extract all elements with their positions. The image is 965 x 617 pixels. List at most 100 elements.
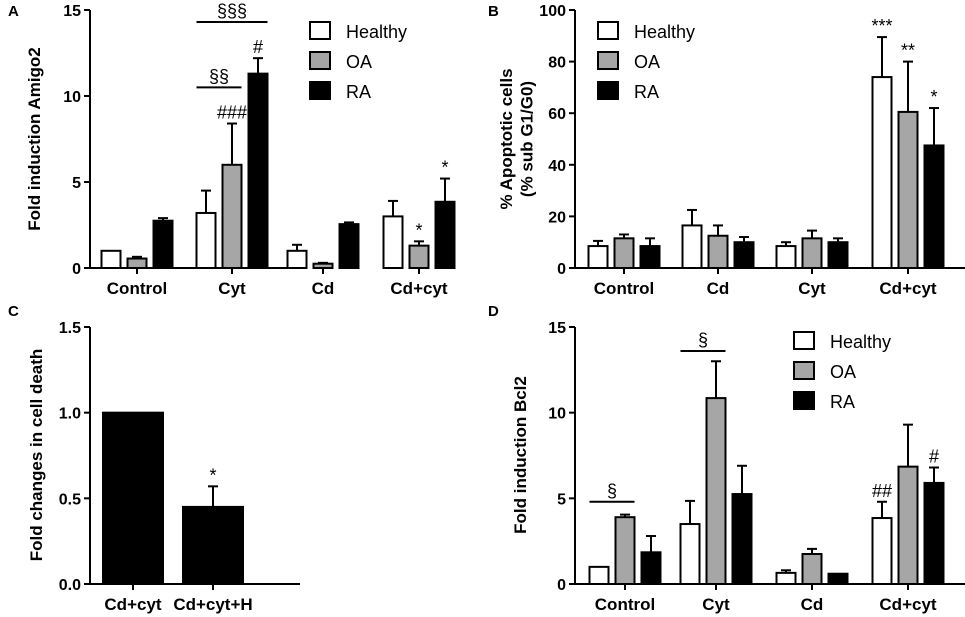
x-tick-label: Cd+cyt [879,279,936,298]
bar-healthy [871,76,893,269]
y-tick-label: 1.0 [59,406,81,423]
panel-letter: D [488,303,499,320]
y-tick-label: 40 [548,158,566,175]
x-tick-label: Cd [801,595,824,614]
bar-healthy [775,245,797,270]
x-tick-label: Cd [312,279,335,298]
bar-healthy [679,523,701,585]
bar-ra [152,219,174,269]
legend-swatch-ra [309,81,331,100]
bar-healthy [871,517,893,586]
y-tick-label: 10 [63,89,81,106]
bar-ra [434,200,456,269]
y-tick-label: 1.5 [59,320,81,337]
significance-bracket-label: § [607,481,617,501]
y-axis-label-line: % Apoptotic cells [497,68,516,209]
x-tick-label: Cyt [702,595,730,614]
panel-C: C 0.0 0.5 1.0 1.5 Fold changes in cell death C… [8,303,300,614]
legend-label-healthy: Healthy [830,332,891,352]
bar [102,411,164,585]
significance-mark: # [253,37,263,57]
panel-D: D 0 5 10 15 Fold induction Bcl2 Control Cyt Cd Cd… [488,303,965,614]
bar-oa [613,237,635,270]
significance-bracket-label: §§§ [217,1,247,21]
significance-bracket-label: §§ [209,66,229,86]
bar-healthy [775,571,797,586]
y-tick-label: 10 [548,406,566,423]
bar-oa [897,110,919,269]
bar-oa [221,163,243,269]
significance-mark: ### [217,103,247,123]
bar-healthy [681,224,703,269]
legend-swatch-healthy [793,331,815,350]
significance-mark: # [929,446,939,466]
x-tick-label: Cd [707,279,730,298]
y-tick-label: 0.0 [59,577,81,594]
legend-label-ra: RA [346,82,371,102]
y-tick-label: 20 [548,209,566,226]
x-tick-label: Control [107,279,167,298]
bar-ra [733,241,755,269]
y-tick-label: 80 [548,55,566,72]
y-axis-label: Fold changes in cell death [27,349,46,562]
x-tick-label: Cd+cyt [390,279,447,298]
bar-oa [312,262,334,270]
y-tick-label: 0 [557,261,566,278]
panel-letter: B [488,3,499,20]
y-tick-label: 0 [557,577,566,594]
legend-swatch-healthy [597,21,619,40]
bar-healthy [382,215,404,269]
bar-ra [923,481,945,585]
bar-oa [614,516,636,585]
x-tick-label: Control [594,279,654,298]
legend-label-healthy: Healthy [634,22,695,42]
bar-oa [705,397,727,585]
bar-ra [338,223,360,269]
x-tick-label: Control [595,595,655,614]
legend-swatch-ra [597,81,619,100]
y-tick-label: 0.5 [59,491,81,508]
bar-oa [801,237,823,270]
x-tick-label: Cd+cyt [879,595,936,614]
bar-oa [897,465,919,585]
bar-healthy [195,211,217,270]
significance-mark: ## [872,481,892,501]
panel-B: B 0 20 40 60 80 100 % Apoptotic cells(% sub G1/… [488,3,965,298]
y-tick-label: 15 [63,3,81,20]
bar-oa [801,553,823,585]
panel-letter: C [8,303,19,320]
y-tick-label: 5 [72,175,81,192]
legend-swatch-oa [793,361,815,380]
significance-mark: * [930,87,937,107]
panel-letter: A [8,3,19,20]
bar-ra [640,551,662,586]
legend-swatch-oa [597,51,619,70]
y-tick-label: 100 [539,3,566,20]
bar-healthy [286,249,308,270]
y-tick-label: 0 [72,261,81,278]
bar-oa [126,257,148,270]
legend-swatch-oa [309,51,331,70]
significance-mark: * [415,220,422,240]
bar-oa [707,234,729,269]
y-axis-label: % Apoptotic cells(% sub G1/G0) [497,68,536,209]
bar-healthy [100,249,122,270]
bar-oa [408,244,430,269]
y-tick-label: 60 [548,106,566,123]
legend-swatch-healthy [309,21,331,40]
legend-label-ra: RA [634,82,659,102]
panel-A: A 0 5 10 15 Fold induction Amigo2 Control Cyt Cd… [8,1,456,298]
bar-ra [827,572,849,585]
legend-swatch-ra [793,391,815,410]
legend-label-oa: OA [830,362,856,382]
y-axis-label-line: (% sub G1/G0) [517,81,536,197]
bar-ra [923,144,945,269]
legend-label-healthy: Healthy [346,22,407,42]
bar [182,505,244,585]
bar-ra [247,72,269,269]
bar-ra [827,241,849,269]
y-tick-label: 5 [557,491,566,508]
significance-mark: * [441,158,448,178]
significance-bracket-label: § [698,330,708,350]
